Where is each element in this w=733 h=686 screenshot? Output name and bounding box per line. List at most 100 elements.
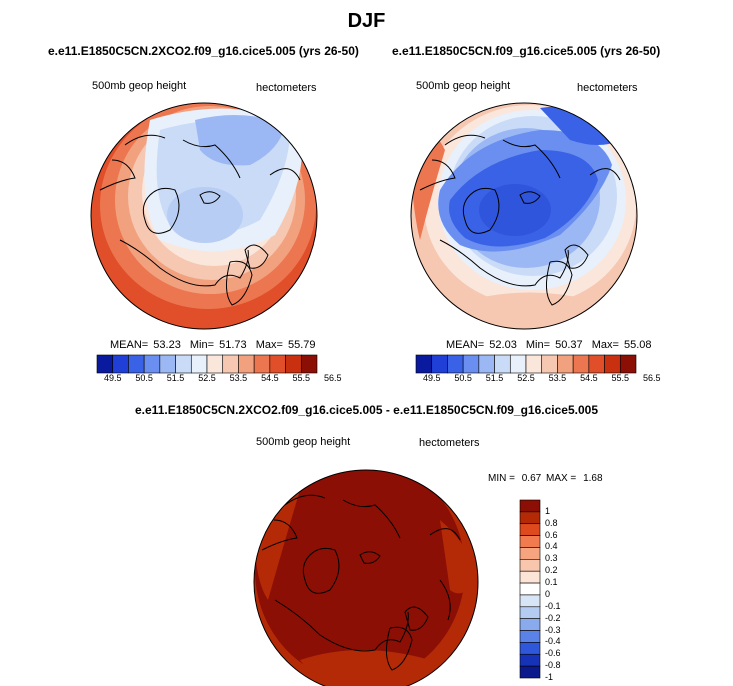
panel1-map-border [90, 102, 318, 330]
diff-colorbar-tick-label: 0 [545, 588, 551, 599]
diff-colorbar-box [519, 559, 541, 572]
diff-colorbar-tick-label: 1 [545, 505, 551, 516]
diff-colorbar-box [519, 642, 541, 655]
page-title: DJF [347, 10, 386, 32]
panel1-units-label: hectometers [256, 82, 317, 94]
diff-colorbar-tick-label: 0.8 [545, 517, 558, 528]
panel1-min-value: 51.73 [219, 339, 247, 351]
panel1-mean-label: MEAN= [110, 339, 149, 351]
diff-band-0-8-bottom [300, 650, 430, 686]
panel1-colorbar-tick-label: 52.5 [198, 373, 216, 383]
diff-min-value: 0.67 [521, 473, 542, 484]
panel1-max-value: 55.79 [287, 339, 316, 351]
panel2-colorbar-tick-label: 51.5 [485, 373, 504, 383]
panel1-colorbar-ticks: 49.5 50.5 51.5 52.5 53.5 54.5 55.5 56.5 [97, 373, 342, 385]
diff-colorbar-tick-label: 0.6 [545, 529, 558, 540]
diff-colorbar-tick-label: -0.3 [545, 624, 561, 635]
panel2-variable-label: 500mb geop height [416, 80, 511, 92]
panel2-band-50 [540, 106, 620, 145]
panel1-colorbar-tick-label: 54.5 [261, 373, 279, 383]
panel2-stats: MEAN= 52.03 Min= 50.37 Max= 55.08 [446, 339, 652, 351]
panel2-max-value: 55.08 [623, 339, 652, 351]
diff-min-label: MIN = [488, 473, 515, 484]
diff-colorbar-tick-label: -0.4 [545, 636, 561, 647]
panel2-map-border [410, 102, 638, 330]
diff-colorbar-box [519, 535, 541, 548]
diff-colorbar-tick-label: 0.3 [545, 553, 558, 564]
diff-stats: MIN = 0.67 MAX = 1.68 [488, 473, 603, 484]
panel1-colorbar-tick-label: 49.5 [103, 373, 122, 383]
panel2-colorbar-ticks: 49.5 50.5 51.5 52.5 53.5 54.5 55.5 56.5 [416, 373, 661, 385]
diff-coastlines [261, 494, 461, 671]
diff-colorbar-tick-label: 0.2 [545, 565, 558, 576]
diff-variable-label: 500mb geop height [256, 436, 351, 448]
panel1-colorbar-box [300, 354, 318, 374]
diff-colorbar-tick-label: -0.6 [545, 648, 561, 659]
diff-colorbar-box [519, 653, 541, 667]
diff-colorbar-tick-label: 0.4 [545, 541, 558, 552]
diff-case-title: e.e11.E1850C5CN.2XCO2.f09_g16.cice5.005 … [135, 403, 598, 417]
panel2-colorbar-tick-label: 56.5 [642, 373, 661, 383]
diff-units-label: hectometers [419, 437, 480, 449]
diff-colorbar-box [519, 630, 541, 643]
diff-colorbar-tick-label: 0.1 [545, 577, 558, 588]
panel1-variable-label: 500mb geop height [92, 80, 187, 92]
panel2-min-value: 50.37 [555, 339, 583, 351]
panel2-mean-value: 52.03 [489, 339, 517, 351]
diff-colorbar-box [519, 570, 541, 584]
diff-max-label: MAX = [545, 473, 577, 484]
panel2-warm-rim-bottom [470, 292, 590, 329]
diff-colorbar-box [519, 523, 541, 536]
panel2-band-50-core [479, 184, 551, 236]
diff-max-value: 1.68 [583, 473, 603, 484]
panel1-coastlines [99, 134, 301, 306]
diff-colorbar-box [519, 618, 541, 631]
panel2-colorbar-tick-label: 55.5 [611, 373, 630, 383]
panel2-colorbar-tick-label: 53.5 [548, 373, 567, 383]
panel2-colorbar-tick-label: 54.5 [580, 373, 598, 383]
diff-map-border [253, 469, 479, 686]
diff-band-1 [255, 470, 465, 682]
panel1-colorbar [96, 354, 318, 374]
panel1-colorbar-tick-label: 55.5 [292, 373, 311, 383]
panel2-coastlines [419, 134, 621, 306]
diff-colorbar-box [519, 665, 541, 679]
diff-colorbar-box [519, 606, 541, 619]
panel1-colorbar-tick-label: 56.5 [323, 373, 342, 383]
diff-colorbar [519, 499, 541, 679]
diff-colorbar-box [519, 499, 541, 513]
panel1-mean-value: 53.23 [153, 339, 181, 351]
panel1-colorbar-tick-label: 51.5 [166, 373, 185, 383]
panel1-colorbar-tick-label: 50.5 [135, 373, 153, 383]
panel2-colorbar-box [619, 354, 637, 374]
panel2-units-label: hectometers [577, 82, 638, 94]
panel2-colorbar-tick-label: 50.5 [454, 373, 472, 383]
diff-colorbar-tick-label: -0.8 [545, 660, 561, 671]
panel1-case-title: e.e11.E1850C5CN.2XCO2.f09_g16.cice5.005 … [48, 44, 359, 58]
diff-colorbar-box [519, 594, 541, 608]
panel1-min-label: Min= [189, 339, 215, 351]
panel1-stats: MEAN= 53.23 Min= 51.73 Max= 55.79 [110, 339, 316, 351]
panel2-colorbar-tick-label: 52.5 [517, 373, 535, 383]
panel1-band-52-center [167, 187, 243, 243]
diff-band-0-8-right [440, 520, 478, 594]
panel2-min-label: Min= [525, 339, 551, 351]
panel1-colorbar-tick-label: 53.5 [229, 373, 248, 383]
panel1-max-label: Max= [255, 339, 283, 351]
diff-colorbar-box [519, 547, 541, 560]
panel2-mean-label: MEAN= [446, 339, 485, 351]
diff-colorbar-tick-label: -1 [545, 672, 554, 682]
panel1-band-51-5 [195, 115, 285, 166]
panel2-colorbar [415, 354, 637, 374]
panel2-colorbar-tick-label: 49.5 [422, 373, 441, 383]
diff-colorbar-tick-label: -0.2 [545, 612, 561, 623]
panel2-case-title: e.e11.E1850C5CN.f09_g16.cice5.005 (yrs 2… [392, 44, 661, 58]
panel2-max-label: Max= [591, 339, 619, 351]
diff-colorbar-ticks: 1 0.8 0.6 0.4 0.3 0.2 0.1 0 -0.1 -0.2 -0.3 -0.4 -0.6… [545, 500, 585, 682]
diff-colorbar-box [519, 582, 541, 596]
diff-colorbar-box [519, 511, 541, 525]
diff-colorbar-tick-label: -0.1 [545, 600, 561, 611]
